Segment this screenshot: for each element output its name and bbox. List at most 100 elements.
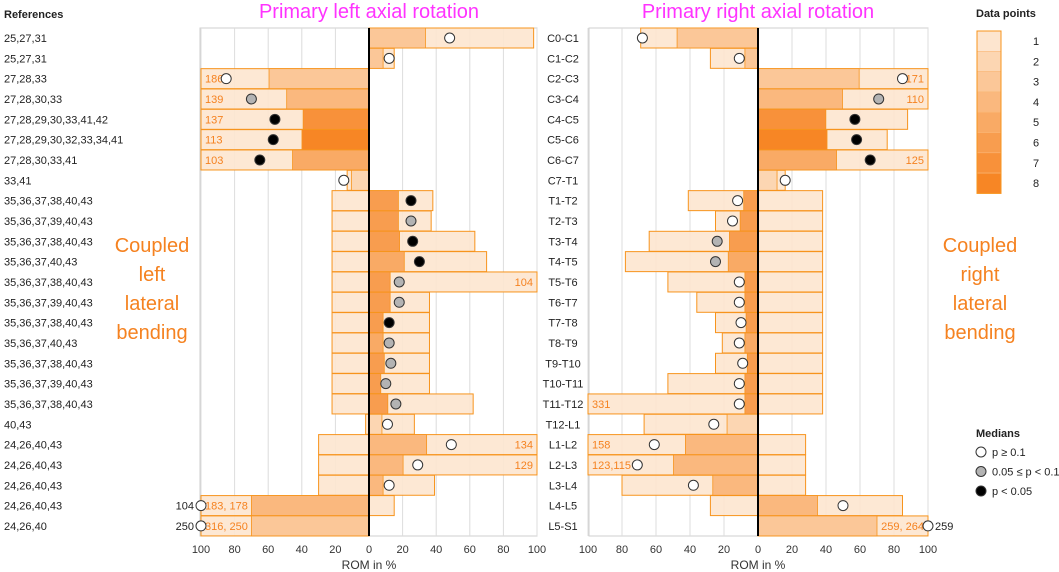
value-label: 139 xyxy=(205,94,223,106)
median-marker-gray xyxy=(711,235,723,247)
core-bar xyxy=(757,129,828,151)
legend-level-label: 6 xyxy=(1033,138,1039,150)
segment-label: T9-T10 xyxy=(545,358,580,370)
legend-datapoints-title: Data points xyxy=(976,8,1036,20)
segment-label: T11-T12 xyxy=(543,399,584,411)
range-bar xyxy=(318,454,538,476)
core-bar xyxy=(739,210,759,232)
legend-level-label: 7 xyxy=(1033,158,1039,170)
median-marker-open xyxy=(779,174,791,186)
side-label-right: bending xyxy=(944,322,1015,344)
legend-median-marker-gray xyxy=(975,466,987,477)
segment-label: C1-C2 xyxy=(547,53,579,65)
reference-label: 35,36,37,38,40,43 xyxy=(4,358,93,370)
legend-swatch xyxy=(976,172,1002,194)
median-marker-black xyxy=(269,113,281,125)
core-bar xyxy=(744,291,759,313)
core-bar xyxy=(368,393,389,415)
core-bar xyxy=(726,413,759,435)
reference-label: 24,26,40 xyxy=(4,521,47,533)
core-bar xyxy=(268,68,370,90)
legend-level-label: 5 xyxy=(1033,117,1039,129)
median-marker-gray xyxy=(383,337,395,349)
core-bar xyxy=(368,434,428,456)
reference-label: 27,28,29,30,32,33,34,41 xyxy=(4,135,123,147)
value-label: 183, 178 xyxy=(205,501,248,513)
x-tick-label: 40 xyxy=(430,544,442,556)
value-label: 259, 264 xyxy=(881,521,924,533)
core-bar xyxy=(685,434,759,456)
core-bar xyxy=(746,352,759,374)
median-marker-black xyxy=(851,134,863,146)
core-bar xyxy=(757,515,878,537)
core-bar xyxy=(368,190,399,212)
side-label-left: left xyxy=(139,264,166,286)
legend-swatch xyxy=(976,91,1002,113)
core-bar xyxy=(368,454,404,476)
legend-swatch xyxy=(976,50,1002,72)
segment-label: C5-C6 xyxy=(547,135,579,147)
median-marker-open xyxy=(733,337,745,349)
core-bar xyxy=(744,47,759,69)
legend-level-label: 8 xyxy=(1033,178,1039,190)
core-bar xyxy=(368,27,426,49)
reference-label: 35,36,37,38,40,43 xyxy=(4,236,93,248)
median-marker-open xyxy=(733,296,745,308)
value-label: 158 xyxy=(592,440,610,452)
median-marker-black xyxy=(254,154,266,166)
core-bar xyxy=(368,312,384,334)
median-marker-black xyxy=(383,317,395,329)
reference-label: 27,28,33 xyxy=(4,74,47,86)
x-axis-label: ROM in % xyxy=(342,558,397,572)
core-bar xyxy=(757,108,827,130)
reference-label: 35,36,37,39,40,43 xyxy=(4,379,93,391)
median-marker-black xyxy=(413,256,425,268)
core-bar xyxy=(286,88,370,110)
side-label-right: right xyxy=(961,264,1000,286)
reference-label: 35,36,37,39,40,43 xyxy=(4,297,93,309)
value-label: 123,115 xyxy=(592,460,631,472)
references-header: References xyxy=(4,9,63,21)
core-bar xyxy=(757,68,860,90)
median-marker-black xyxy=(849,113,861,125)
core-bar xyxy=(757,169,778,191)
side-label-left: Coupled xyxy=(115,235,190,257)
median-marker-open xyxy=(383,52,395,64)
segment-label: C6-C7 xyxy=(547,155,579,167)
median-marker-gray xyxy=(380,378,392,390)
segment-label: C2-C3 xyxy=(547,74,579,86)
legend-swatch xyxy=(976,30,1002,52)
core-bar xyxy=(368,230,400,252)
median-marker-open xyxy=(338,174,350,186)
core-bar xyxy=(250,515,370,537)
range-bar xyxy=(318,434,538,456)
x-tick-label: 0 xyxy=(366,544,372,556)
segment-label: C0-C1 xyxy=(547,33,579,45)
median-marker-open xyxy=(383,479,395,491)
segment-label: L3-L4 xyxy=(549,480,577,492)
median-marker-gray xyxy=(385,357,397,369)
segment-label: L4-L5 xyxy=(549,501,577,513)
legend-swatch-frame xyxy=(976,30,1002,194)
x-tick-label: 80 xyxy=(497,544,509,556)
x-tick-label: 100 xyxy=(192,544,210,556)
segment-label: T6-T7 xyxy=(548,297,577,309)
legend-level-label: 2 xyxy=(1033,56,1039,68)
core-bar xyxy=(368,251,405,273)
range-bar xyxy=(715,352,824,374)
median-marker-gray xyxy=(390,398,402,410)
x-tick-label: 80 xyxy=(888,544,900,556)
core-bar xyxy=(757,495,818,516)
core-bar xyxy=(302,108,370,130)
core-bar xyxy=(744,332,759,354)
x-tick-label: 100 xyxy=(579,544,597,556)
core-bar xyxy=(368,373,382,395)
median-marker-open xyxy=(837,500,849,512)
median-marker-open xyxy=(733,398,745,410)
segment-label: L5-S1 xyxy=(548,521,577,533)
x-tick-label: 60 xyxy=(262,544,274,556)
segment-label: T5-T6 xyxy=(548,277,577,289)
value-label: 113 xyxy=(205,135,223,147)
segment-label: C7-T1 xyxy=(548,175,579,187)
core-bar xyxy=(744,393,759,415)
